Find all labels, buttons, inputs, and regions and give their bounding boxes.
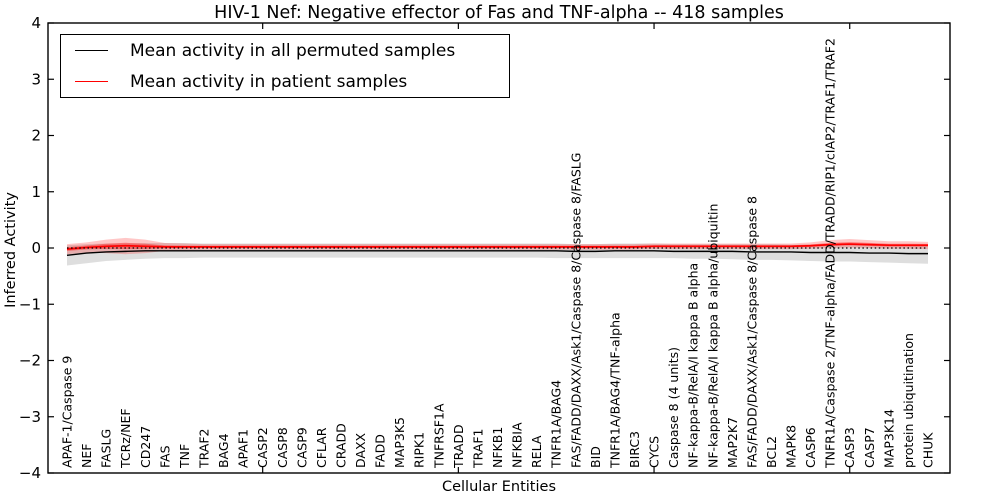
y-tick-label: −1 [19, 295, 41, 313]
permuted-line-swatch [75, 50, 108, 51]
x-tick-label: MAP3K5 [392, 417, 407, 468]
y-tick-label: 1 [31, 183, 41, 201]
x-tick-label: TRADD [451, 424, 466, 469]
x-tick-label: MAP2K7 [725, 417, 740, 468]
x-tick-label: NFKBIA [510, 422, 525, 468]
x-axis-title: Cellular Entities [441, 479, 557, 495]
y-tick-label: −4 [19, 464, 41, 482]
y-tick-label: −3 [19, 408, 41, 426]
x-tick-label: BCL2 [764, 436, 779, 468]
x-tick-label: MAP3K14 [881, 409, 896, 468]
y-tick-label: 0 [31, 239, 41, 257]
x-tick-label: NF-kappa-B/RelA/I kappa B alpha [686, 263, 701, 468]
x-tick-label: TCRz/NEF [118, 408, 133, 469]
x-tick-label: CHUK [921, 432, 936, 468]
y-tick-label: 3 [31, 70, 41, 88]
x-tick-label: TNFR1A/BAG4 [549, 380, 564, 469]
x-tick-label: CASP8 [275, 427, 290, 468]
patient-mean-line [66, 243, 928, 250]
x-tick-label: DAXX [353, 432, 368, 468]
x-tick-label: TNFR1A/Caspase 2/TNF-alpha/FADD/TRADD/RI… [823, 38, 838, 469]
x-tick-label: CASP7 [862, 427, 877, 468]
x-tick-label: BAG4 [216, 433, 231, 468]
x-tick-label: NF-kappa-B/RelA/I kappa B alpha/ubiquiti… [705, 204, 720, 468]
x-tick-label: TRAF1 [470, 428, 485, 469]
x-tick-label: RELA [529, 435, 544, 468]
x-tick-label: FADD [373, 434, 388, 468]
x-tick-label: TNFR1A/BAG4/TNF-alpha [607, 312, 622, 469]
x-tick-label: RIPK1 [412, 432, 427, 468]
chart-title: HIV-1 Nef: Negative effector of Fas and … [214, 3, 784, 23]
x-tick-label: TRAF2 [196, 428, 211, 469]
x-tick-label: FAS/FADD/DAXX/Ask1/Caspase 8/Caspase 8 [744, 196, 759, 468]
y-tick-label: 2 [31, 127, 41, 145]
legend-item-label: Mean activity in patient samples [130, 71, 408, 92]
legend-item-permuted: Mean activity in all permuted samples [61, 35, 509, 66]
x-tick-label: CASP2 [255, 427, 270, 468]
x-tick-label: TNF [177, 444, 192, 469]
x-tick-label: NFKB1 [490, 427, 505, 468]
x-tick-label: FAS/FADD/DAXX/Ask1/Caspase 8/Caspase 8/F… [568, 153, 583, 468]
y-tick-label: 4 [31, 14, 41, 32]
x-tick-label: Caspase 8 (4 units) [666, 347, 681, 468]
legend: Mean activity in all permuted samples Me… [60, 34, 510, 98]
x-tick-label: CASP6 [803, 427, 818, 468]
x-tick-label: BIRC3 [627, 431, 642, 468]
x-tick-label: CRADD [333, 423, 348, 468]
x-tick-label: CD247 [138, 426, 153, 468]
x-tick-label: MAPK8 [784, 425, 799, 468]
legend-item-label: Mean activity in all permuted samples [130, 40, 456, 61]
patient-line-swatch [75, 81, 108, 82]
x-tick-label: APAF-1/Caspase 9 [60, 356, 75, 468]
x-tick-label: CFLAR [314, 427, 329, 468]
y-tick-label: −2 [19, 352, 41, 370]
permuted-confidence-band [67, 242, 928, 266]
x-tick-label: CYCS [647, 436, 662, 468]
x-tick-label: APAF1 [236, 429, 251, 468]
x-tick-label: CASP9 [294, 427, 309, 468]
x-tick-label: FASLG [99, 429, 114, 468]
x-tick-label: CASP3 [842, 427, 857, 468]
x-tick-label: BID [588, 446, 603, 468]
x-tick-label: FAS [157, 445, 172, 468]
x-tick-label: NEF [79, 444, 94, 468]
x-tick-label: protein ubiquitination [901, 333, 916, 468]
x-tick-label: TNFRSF1A [431, 403, 446, 469]
permuted-mean-line [66, 250, 928, 257]
legend-item-patient: Mean activity in patient samples [61, 66, 509, 97]
